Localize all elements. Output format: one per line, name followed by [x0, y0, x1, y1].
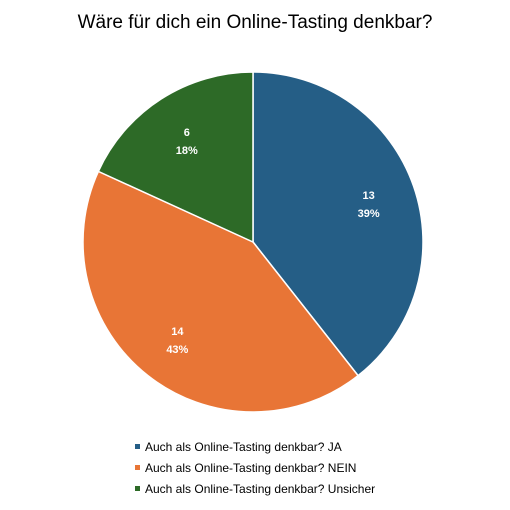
slice-percent-label-ja: 39%	[358, 208, 380, 220]
legend-item-nein[interactable]: Auch als Online-Tasting denkbar? NEIN	[135, 457, 375, 478]
slice-value-label-unsicher: 6	[184, 127, 190, 139]
legend-item-ja[interactable]: Auch als Online-Tasting denkbar? JA	[135, 436, 375, 457]
pie-slices	[82, 71, 424, 413]
pie-slice-ja[interactable]	[252, 71, 424, 377]
legend-swatch-ja	[135, 444, 140, 449]
slice-value-label-nein: 14	[171, 326, 184, 338]
slice-percent-label-unsicher: 18%	[176, 145, 198, 157]
pie-slice-nein[interactable]	[82, 170, 360, 413]
legend-label-ja: Auch als Online-Tasting denkbar? JA	[145, 439, 342, 454]
legend-item-unsicher[interactable]: Auch als Online-Tasting denkbar? Unsiche…	[135, 478, 375, 499]
slice-percent-label-nein: 43%	[166, 344, 188, 356]
pie-slice-unsicher[interactable]	[97, 71, 254, 244]
slice-value-label-ja: 13	[363, 190, 375, 202]
legend-label-nein: Auch als Online-Tasting denkbar? NEIN	[145, 460, 357, 475]
chart-title: Wäre für dich ein Online-Tasting denkbar…	[77, 12, 433, 33]
legend-swatch-nein	[135, 465, 140, 470]
legend-swatch-unsicher	[135, 486, 140, 491]
chart-legend: Auch als Online-Tasting denkbar? JA Auch…	[135, 436, 375, 499]
legend-label-unsicher: Auch als Online-Tasting denkbar? Unsiche…	[145, 481, 376, 496]
pie-labels: 13 39% 14 43% 6 18%	[166, 127, 380, 356]
